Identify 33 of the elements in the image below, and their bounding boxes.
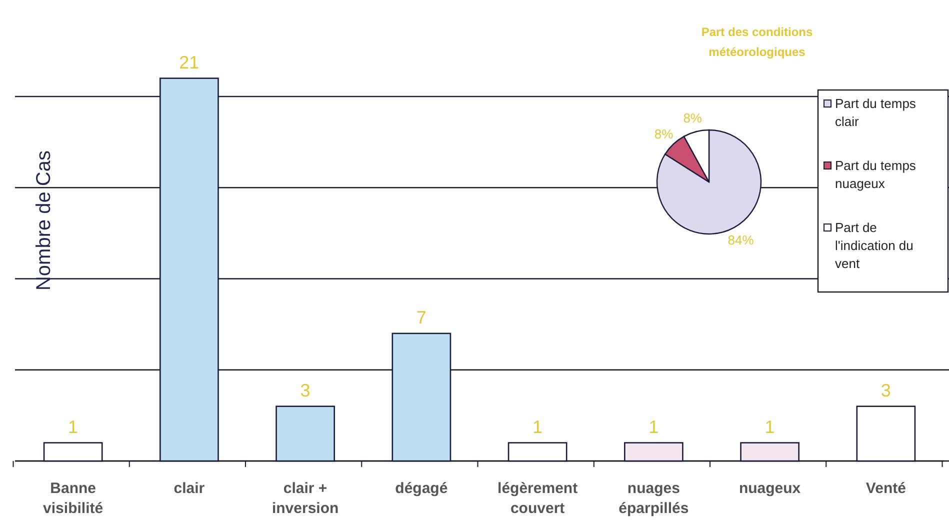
data-label: 1 <box>68 416 78 437</box>
legend-label: Part du temps clair <box>835 96 916 129</box>
y-axis-title: Nombre de Cas <box>33 150 55 291</box>
data-label: 7 <box>416 307 426 328</box>
pie-slice <box>656 129 762 235</box>
x-tick-label: nuages éparpillés <box>618 480 689 517</box>
bar <box>276 406 335 462</box>
legend-label: Part du temps nuageux <box>835 158 916 191</box>
bar <box>740 442 800 462</box>
x-tick-label: nuageux <box>738 480 802 497</box>
bar <box>392 332 452 462</box>
chart-title: Part des conditions météorologiques <box>701 25 813 59</box>
x-tick-label: légèrement couvert <box>498 480 578 517</box>
x-tick-label: Banne visibilité <box>43 480 104 517</box>
bar <box>624 442 684 462</box>
bar <box>43 442 103 462</box>
data-label: 3 <box>300 380 310 400</box>
x-tick-label: clair <box>174 480 205 497</box>
data-label: 1 <box>648 416 659 437</box>
data-label: 84% <box>728 232 754 248</box>
bar <box>160 78 219 462</box>
x-tick-label: dégagé <box>395 480 448 497</box>
legend-label: Part de l'indication du vent <box>835 220 914 271</box>
bar <box>508 442 568 462</box>
data-label: 3 <box>880 380 891 400</box>
data-label: 21 <box>179 52 200 72</box>
bar <box>856 406 916 462</box>
data-label: 1 <box>532 416 543 437</box>
data-label: 8% <box>683 110 702 126</box>
data-label: 1 <box>764 416 775 437</box>
data-label: 8% <box>654 126 674 142</box>
x-tick-label: Venté <box>866 480 906 497</box>
x-tick-label: clair + inversion <box>272 480 339 517</box>
